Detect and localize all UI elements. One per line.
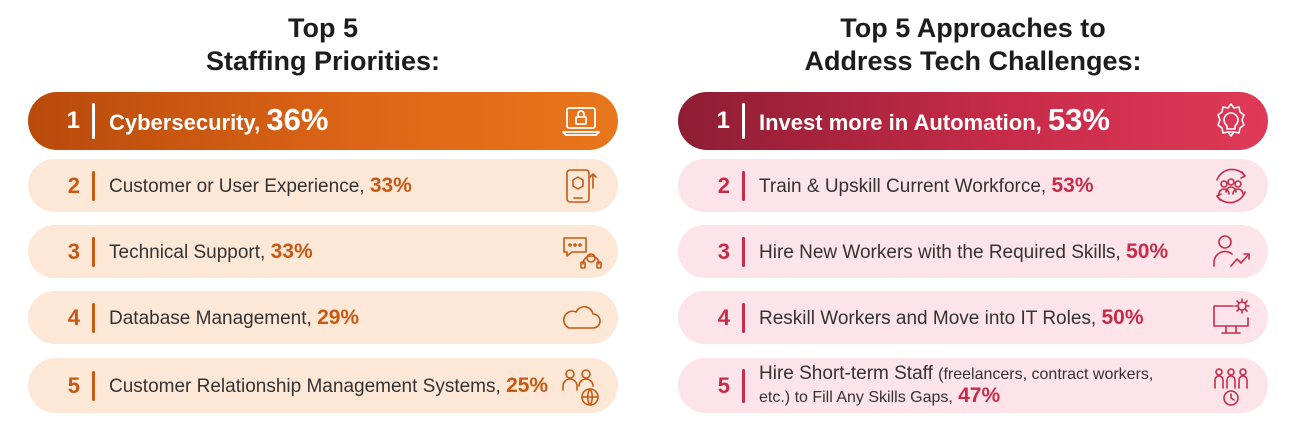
priority-row-2: 2 Customer or User Experience, 33% (28, 159, 618, 212)
group-cycle-icon (1208, 163, 1254, 209)
rank-number: 1 (66, 107, 80, 134)
approach-percent: 50% (1126, 239, 1169, 263)
tech-approaches-title: Top 5 Approaches to Address Tech Challen… (804, 13, 1142, 76)
priority-row-4: 4 Database Management, 29% (28, 291, 618, 344)
monitor-gear-icon (1208, 295, 1254, 341)
priority-row-5: 5 Customer Relationship Management Syste… (28, 358, 618, 413)
approach-row-1: 1 Invest more in Automation, 53% (678, 92, 1268, 150)
rank-number: 4 (67, 304, 80, 330)
staffing-priorities-panel: Top 5 Staffing Priorities: 1 Cybersecuri… (28, 0, 618, 413)
approach-row-2: 2 Train & Upskill Current Workforce, 53% (678, 159, 1268, 212)
approach-label-note: (freelancers, contract workers, (938, 366, 1154, 383)
approach-label: Reskill Workers and Move into IT Roles, (759, 307, 1097, 329)
approach-percent: 53% (1051, 173, 1094, 197)
rank-number: 2 (67, 172, 80, 198)
approach-label: Hire Short-term Staff (759, 363, 933, 384)
approach-percent: 50% (1101, 305, 1144, 329)
laptop-lock-icon (558, 98, 604, 144)
priority-row-1: 1 Cybersecurity, 36% (28, 92, 618, 150)
chat-headset-icon (558, 229, 604, 275)
staffing-priorities-title: Top 5 Staffing Priorities: (205, 13, 441, 76)
approach-row-4: 4 Reskill Workers and Move into IT Roles… (678, 291, 1268, 344)
approach-label: Invest more in Automation, (759, 110, 1042, 135)
mobile-exchange-icon (558, 163, 604, 209)
approach-row-3: 3 Hire New Workers with the Required Ski… (678, 225, 1268, 278)
rank-number: 3 (717, 238, 730, 264)
approach-percent: 47% (958, 384, 1001, 407)
approach-label: Hire New Workers with the Required Skill… (759, 241, 1121, 263)
cloud-icon (558, 295, 604, 341)
priority-percent: 29% (317, 305, 360, 329)
rank-number: 5 (67, 372, 80, 398)
team-clock-icon (1208, 363, 1254, 409)
priority-label: Technical Support, (109, 241, 266, 263)
rank-number: 4 (717, 304, 730, 330)
priority-row-3: 3 Technical Support, 33% (28, 225, 618, 278)
priority-label: Customer or User Experience, (109, 175, 365, 197)
gear-bulb-icon (1208, 98, 1254, 144)
approach-label-line2: etc.) to Fill Any Skills Gaps, (759, 389, 953, 406)
priority-label: Database Management, (109, 307, 312, 329)
rank-number: 3 (67, 238, 80, 264)
approach-label: Train & Upskill Current Workforce, (759, 175, 1047, 197)
rank-number: 5 (717, 372, 730, 398)
tech-approaches-panel: Top 5 Approaches to Address Tech Challen… (678, 0, 1268, 413)
priority-percent: 36% (266, 102, 329, 137)
priority-percent: 25% (506, 373, 549, 397)
rank-number: 2 (717, 172, 730, 198)
priority-percent: 33% (270, 239, 313, 263)
priority-label: Customer Relationship Management Systems… (109, 375, 501, 397)
approach-row-5: 5 Hire Short-term Staff (freelancers, co… (678, 358, 1268, 413)
priority-percent: 33% (369, 173, 412, 197)
approach-percent: 53% (1047, 102, 1110, 137)
rank-number: 1 (716, 107, 730, 134)
people-globe-icon (558, 363, 604, 409)
priority-label: Cybersecurity, (109, 110, 261, 135)
person-growth-icon (1208, 229, 1254, 275)
